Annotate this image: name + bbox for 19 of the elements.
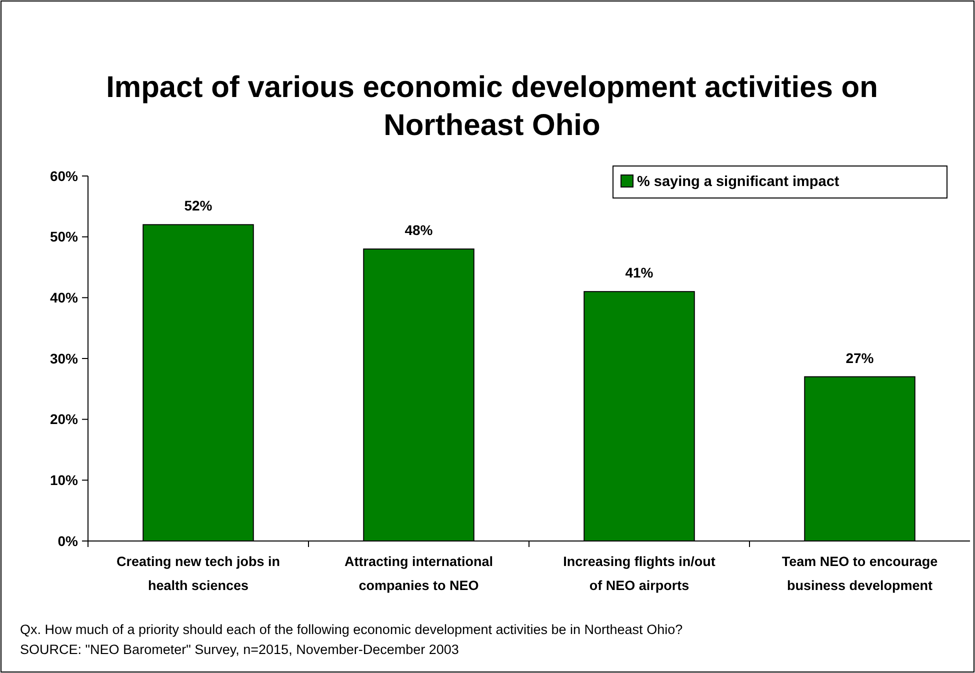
- x-tick-label: Creating new tech jobs in health sciences: [116, 554, 280, 593]
- x-tick-label: Increasing flights in/out of NEO airports: [563, 554, 716, 593]
- y-tick-label: 0%: [58, 532, 79, 549]
- chart-title: Impact of various economic development activities on Northeast Ohio: [106, 71, 878, 142]
- text: 48%: [404, 222, 433, 238]
- y-tick-label: 40%: [50, 290, 79, 306]
- legend-label: % saying a significant impact: [637, 174, 840, 190]
- text: 27%: [846, 350, 874, 366]
- text: 41%: [625, 264, 654, 281]
- x-tick-label: Team NEO to encourage business development: [782, 554, 938, 593]
- y-tick-label: 60%: [50, 168, 79, 184]
- y-tick-label: 50%: [50, 228, 79, 245]
- y-tick-label: 30%: [50, 350, 79, 366]
- text: Qx. How much of a priority should each of the following economic development activities be in Northeast Ohio?: [20, 622, 683, 637]
- y-tick-label: 10%: [50, 472, 79, 488]
- x-tick-label: Attracting international companies to NEO: [344, 554, 494, 593]
- text: 52%: [184, 198, 212, 214]
- source-note: SOURCE: "NEO Barometer" Survey, n=2015, November-December 2003: [20, 642, 459, 657]
- y-tick-label: 20%: [50, 411, 79, 428]
